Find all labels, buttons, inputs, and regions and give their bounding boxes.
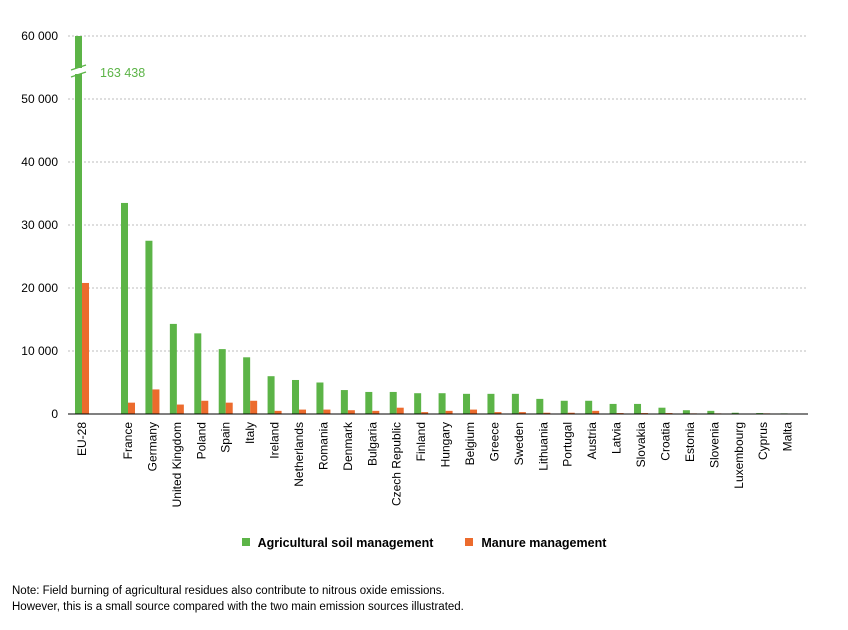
x-tick-label: Romania: [316, 422, 330, 470]
bar-soil: [194, 333, 202, 414]
y-tick-label: 30 000: [21, 218, 58, 232]
legend-item-soil: Agricultural soil management: [241, 536, 434, 550]
bar-manure: [421, 412, 429, 414]
x-tick-label: Netherlands: [292, 422, 306, 487]
legend: Agricultural soil management Manure mana…: [0, 536, 848, 550]
bar-soil: [316, 382, 324, 414]
x-tick-label: Finland: [414, 422, 428, 461]
bar-manure: [592, 410, 600, 414]
y-tick-label: 60 000: [21, 29, 58, 43]
bar-soil: [536, 398, 544, 414]
x-tick-label: Croatia: [658, 422, 672, 461]
x-tick-label: Germany: [145, 422, 159, 471]
bar-soil: [389, 391, 397, 414]
bar-soil: [707, 410, 715, 414]
x-tick-label: Austria: [585, 422, 599, 460]
bar-soil: [731, 412, 739, 414]
bar-soil: [487, 393, 495, 414]
bar-soil: [169, 323, 177, 414]
x-tick-label: Sweden: [512, 422, 526, 465]
bar-soil: [609, 403, 617, 414]
legend-label-manure: Manure management: [481, 536, 607, 550]
x-tick-label: Cyprus: [756, 422, 770, 460]
y-tick-label: 40 000: [21, 155, 58, 169]
x-tick-label: Lithuania: [536, 422, 550, 471]
y-tick-label: 10 000: [21, 344, 58, 358]
x-tick-label: Czech Republic: [390, 422, 404, 506]
x-tick-label: Portugal: [561, 422, 575, 467]
bar-soil: [75, 36, 82, 414]
bar-manure: [201, 400, 209, 414]
x-tick-label: France: [121, 422, 135, 460]
bar-manure: [128, 402, 135, 414]
bar-manure: [299, 409, 307, 414]
axis-break-gap: [72, 68, 85, 74]
x-tick-label: Bulgaria: [365, 422, 379, 466]
bar-soil: [560, 400, 568, 414]
note-line-1: Note: Field burning of agricultural resi…: [12, 585, 445, 597]
bar-manure: [445, 410, 453, 414]
y-tick-label: 0: [51, 407, 58, 421]
bar-soil: [121, 202, 128, 414]
bar-manure: [470, 409, 478, 414]
bar-soil: [292, 379, 300, 414]
x-tick-label: Malta: [781, 422, 795, 452]
bar-manure: [347, 410, 355, 414]
bar-manure: [176, 404, 184, 414]
bar-manure: [82, 282, 89, 414]
bar-manure: [274, 410, 282, 414]
x-tick-label: Belgium: [463, 422, 477, 465]
note-line-2: However, this is a small source compared…: [12, 601, 464, 613]
x-tick-label: Hungary: [439, 422, 453, 467]
x-tick-label: Estonia: [683, 422, 697, 462]
bar-soil: [585, 400, 593, 414]
bar-manure: [152, 389, 160, 414]
bar-manure: [372, 410, 380, 414]
legend-swatch-manure: [464, 538, 473, 546]
bar-soil: [340, 390, 348, 414]
legend-swatch-soil: [241, 538, 250, 546]
bar-manure: [396, 407, 404, 414]
x-tick-label: Poland: [194, 422, 208, 459]
x-tick-label: Slovakia: [634, 422, 648, 468]
bar-soil: [463, 393, 471, 414]
bar-chart: 0 10 000 20 000 30 000 40 000 50 000 60 000 EU-…: [21, 29, 808, 507]
bar-annotation-eu28: 163 438: [100, 66, 145, 80]
bar-soil: [145, 240, 153, 414]
bar-soil: [438, 393, 446, 414]
legend-label-soil: Agricultural soil management: [257, 536, 434, 550]
bar-manure: [250, 400, 258, 414]
legend-item-manure: Manure management: [464, 536, 607, 550]
x-tick-label: EU-28: [75, 422, 89, 456]
bar-manure: [225, 402, 233, 414]
x-tick-label: Spain: [219, 422, 233, 453]
bar-soil: [414, 393, 422, 414]
bar-manure: [567, 412, 575, 414]
axis-break-mark: [70, 71, 87, 78]
x-tick-label: Latvia: [610, 422, 624, 454]
bar-soil: [267, 376, 275, 414]
bar-manure: [518, 412, 526, 414]
bar-manure: [323, 409, 331, 414]
chart-note: Note: Field burning of agricultural resi…: [12, 583, 464, 615]
bar-manure: [543, 412, 551, 414]
x-tick-label: Greece: [487, 422, 501, 462]
bar-soil: [365, 391, 373, 414]
bar-soil: [243, 357, 251, 414]
x-tick-label: United Kingdom: [170, 422, 184, 507]
bar-manure: [494, 412, 502, 414]
axis-break-mark: [70, 64, 87, 71]
bar-soil: [634, 403, 642, 414]
bar-soil: [658, 407, 666, 414]
y-tick-label: 50 000: [21, 92, 58, 106]
x-tick-label: Luxembourg: [732, 422, 746, 489]
x-tick-label: Slovenia: [707, 422, 721, 468]
bar-soil: [511, 393, 519, 414]
bar-soil: [218, 349, 226, 414]
y-tick-label: 20 000: [21, 281, 58, 295]
x-tick-label: Ireland: [268, 422, 282, 459]
bar-soil: [682, 410, 690, 414]
x-tick-label: Italy: [243, 422, 257, 444]
x-tick-label: Denmark: [341, 421, 355, 471]
